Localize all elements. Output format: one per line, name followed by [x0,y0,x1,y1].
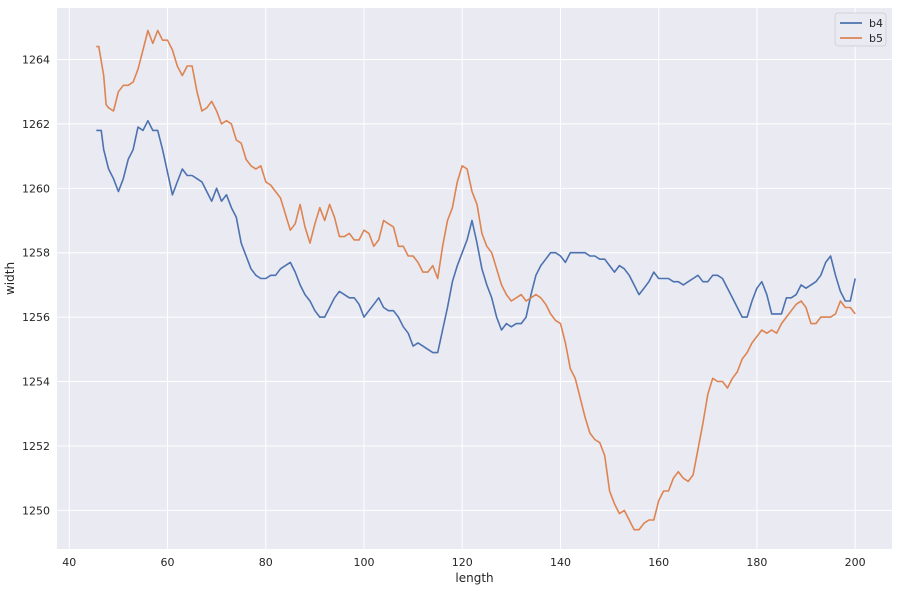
gridlines [57,8,892,549]
y-tick-label: 1258 [22,247,50,260]
series-line-b4 [96,119,856,354]
y-tick-label: 1262 [22,118,50,131]
x-tick-label: 160 [648,556,669,569]
legend-label-b5: b5 [869,32,883,45]
x-tick-label: 40 [62,556,76,569]
x-tick-label: 60 [161,556,175,569]
y-tick-label: 1250 [22,504,50,517]
x-tick-labels: 40 60 80 100 120 140 160 180 200 [62,556,865,569]
x-tick-label: 180 [746,556,767,569]
y-tick-label: 1254 [22,376,50,389]
y-tick-label: 1260 [22,182,50,195]
series-line-b5 [96,29,856,531]
y-tick-label: 1264 [22,54,50,67]
plot-background [57,8,892,549]
x-tick-label: 200 [845,556,866,569]
y-tick-label: 1256 [22,311,50,324]
y-tick-labels: 1250 1252 1254 1256 1258 1260 1262 1264 [22,54,50,518]
x-axis-label: length [455,571,493,585]
x-tick-label: 140 [550,556,571,569]
x-tick-label: 120 [452,556,473,569]
legend-label-b4: b4 [869,17,883,30]
y-tick-label: 1252 [22,440,50,453]
series-lines [96,29,856,531]
x-tick-label: 100 [353,556,374,569]
x-tick-label: 80 [259,556,273,569]
y-axis-label: width [3,262,17,295]
